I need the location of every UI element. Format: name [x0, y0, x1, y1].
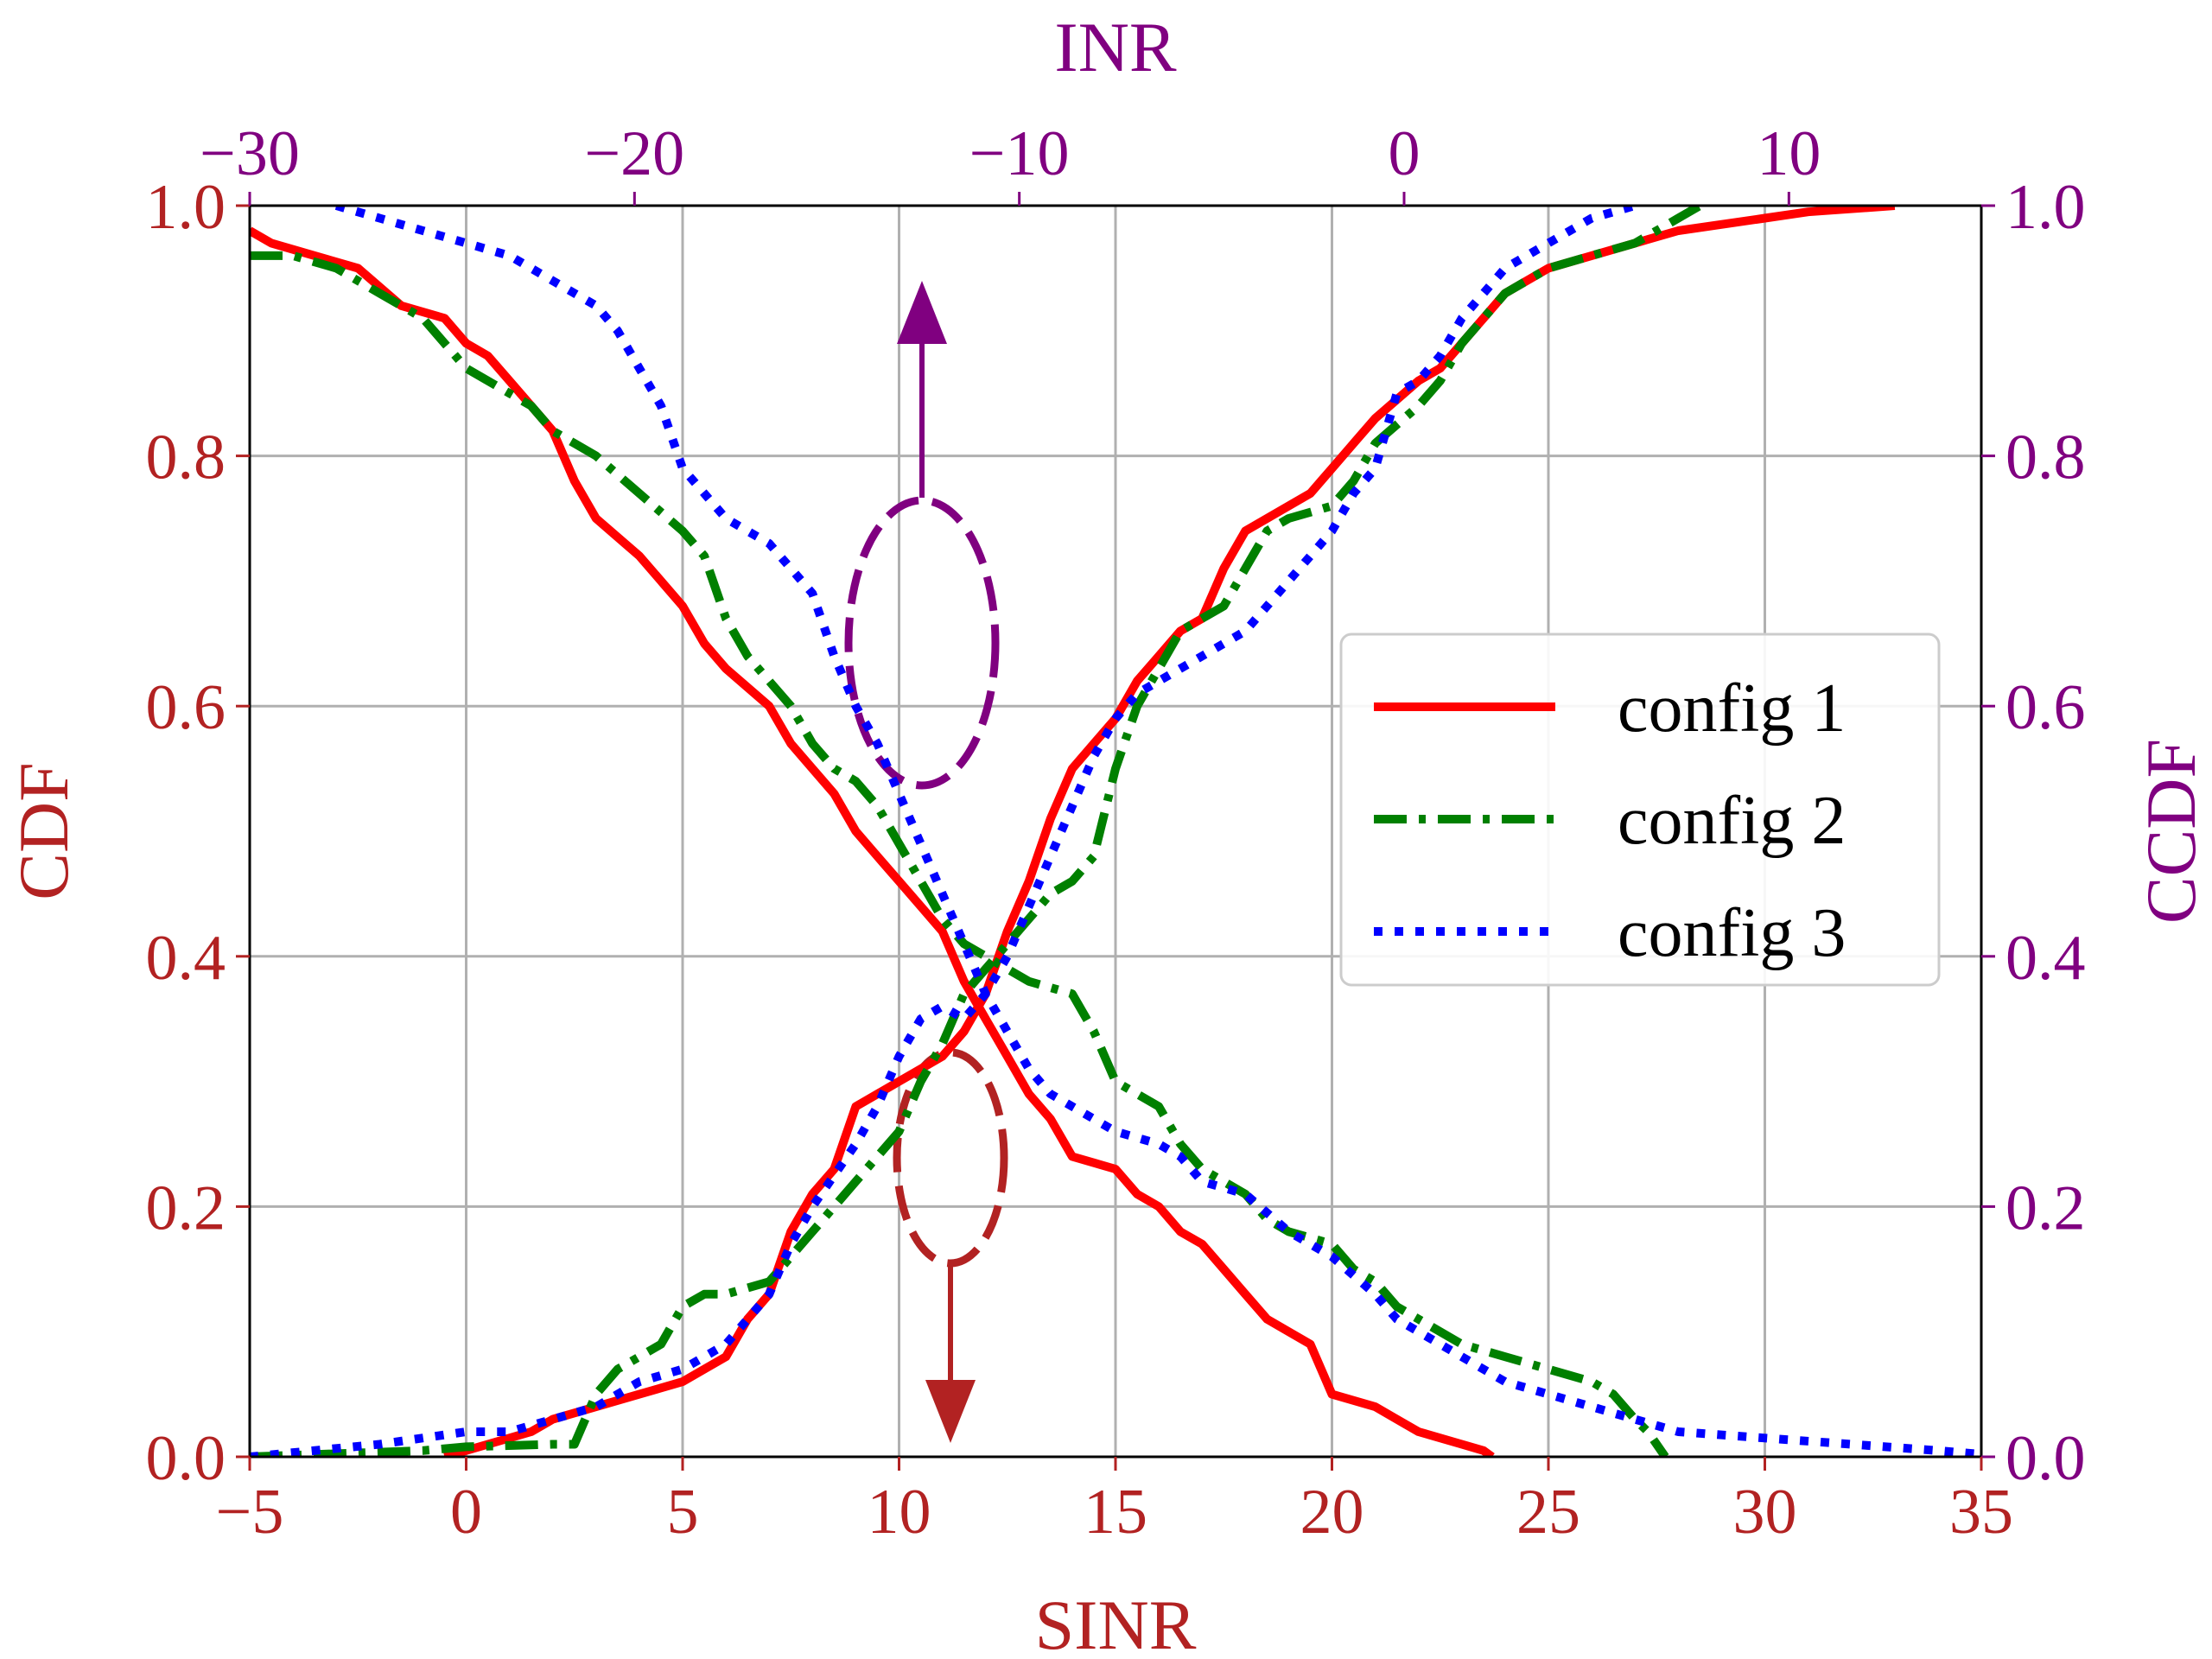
- x-tick-label: 20: [1300, 1477, 1364, 1548]
- x2-tick-label: 0: [1389, 118, 1421, 189]
- series-line-config2-ccdf: [250, 251, 1669, 1457]
- series-line-config3-ccdf: [334, 206, 1981, 1457]
- x-tick-label: 35: [1949, 1477, 2013, 1548]
- legend-label-config2: config 2: [1618, 783, 1846, 859]
- ccdf-ellipse: [844, 496, 1000, 790]
- series-layer: [250, 206, 1981, 1457]
- y2-tick-label: 1.0: [2005, 172, 2086, 243]
- x2-tick-label: −10: [969, 118, 1070, 189]
- x2-tick-label: −30: [200, 118, 300, 189]
- series-line-config2-cdf: [250, 206, 1702, 1457]
- legend: config 1 config 2 config 3: [1339, 632, 1941, 987]
- series-line-config3-cdf: [250, 206, 1637, 1457]
- y-tick-label: 0.2: [146, 1173, 226, 1243]
- y2-tick-label: 0.0: [2005, 1423, 2086, 1494]
- x-tick-label: 5: [667, 1477, 699, 1548]
- y-tick-label: 0.8: [146, 423, 226, 493]
- series-line-config1-ccdf: [250, 226, 1495, 1457]
- cdf-arrowhead: [925, 1380, 976, 1443]
- y-tick-label: 0.4: [146, 923, 226, 994]
- y2-axis-label: CCDF: [2132, 739, 2210, 924]
- legend-box: [1339, 632, 1941, 987]
- bottom-axis: −5 0 5 10 15 20 25 30 35: [216, 1457, 2013, 1548]
- y-axis-label: CDF: [4, 762, 83, 900]
- y2-tick-label: 0.8: [2005, 423, 2086, 493]
- top-axis: −30 −20 −10 0 10: [200, 118, 1821, 206]
- y-tick-label: 0.6: [146, 672, 226, 743]
- x-tick-label: 15: [1084, 1477, 1147, 1548]
- y2-tick-label: 0.2: [2005, 1173, 2086, 1243]
- x-tick-label: 30: [1733, 1477, 1797, 1548]
- ccdf-arrowhead: [897, 281, 947, 344]
- x-axis-label: SINR: [1035, 1586, 1197, 1659]
- x-tick-label: 0: [450, 1477, 482, 1548]
- annotations: [844, 281, 1008, 1443]
- cdf-ellipse: [893, 1048, 1008, 1268]
- x-tick-label: −5: [216, 1477, 284, 1548]
- y-tick-label: 1.0: [146, 172, 226, 243]
- x2-tick-label: −20: [584, 118, 684, 189]
- x-tick-label: 25: [1516, 1477, 1580, 1548]
- legend-label-config1: config 1: [1618, 671, 1846, 747]
- y2-tick-label: 0.6: [2005, 672, 2086, 743]
- right-axis: 0.0 0.2 0.4 0.6 0.8 1.0: [1981, 172, 2086, 1494]
- x2-tick-label: 10: [1757, 118, 1821, 189]
- legend-label-config3: config 3: [1618, 895, 1846, 971]
- left-axis: 0.0 0.2 0.4 0.6 0.8 1.0: [146, 172, 250, 1494]
- x2-axis-label: INR: [1054, 8, 1177, 86]
- y-tick-label: 0.0: [146, 1423, 226, 1494]
- x-tick-label: 10: [868, 1477, 931, 1548]
- y2-tick-label: 0.4: [2005, 923, 2086, 994]
